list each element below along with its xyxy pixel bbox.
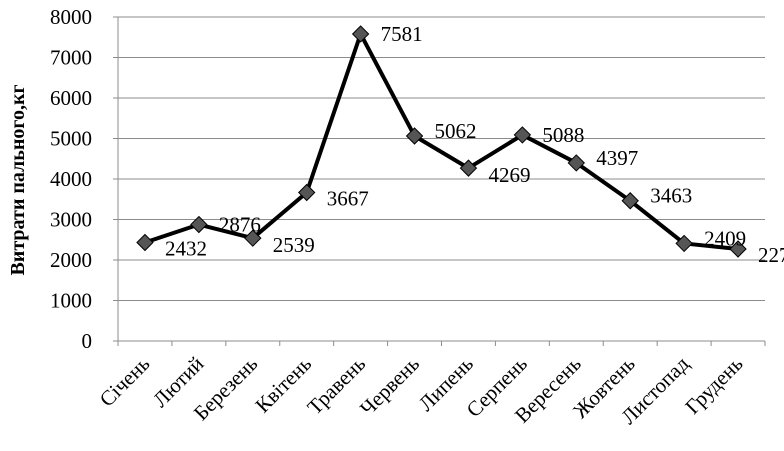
series-line	[144, 31, 739, 251]
data-label: 2272	[758, 243, 784, 267]
data-point-marker	[298, 183, 316, 202]
data-point-marker	[459, 159, 478, 177]
y-tick-label: 8000	[50, 5, 92, 29]
data-label: 7581	[381, 22, 423, 46]
data-label: 4397	[596, 146, 638, 170]
data-point-marker	[244, 229, 262, 247]
axes	[113, 16, 766, 346]
y-tick-labels: 0 1000 2000 3000 4000 5000 6000 7000 8000	[50, 5, 92, 353]
y-tick-label: 4000	[50, 167, 92, 191]
data-label: 4269	[488, 163, 530, 187]
data-markers	[136, 25, 747, 258]
x-tick-label: Червень	[355, 352, 424, 421]
series-line	[144, 31, 739, 251]
data-point-marker	[405, 127, 424, 145]
x-tick-labels: СіченьЛютийБерезеньКвітеньТравеньЧервень…	[95, 351, 748, 429]
data-label: 2876	[219, 213, 261, 237]
data-point-marker	[513, 126, 532, 144]
data-label: 2409	[704, 226, 746, 250]
y-tick-label: 6000	[50, 86, 92, 110]
data-point-marker	[675, 234, 693, 253]
data-label: 5088	[542, 123, 584, 147]
data-label: 2432	[165, 237, 207, 261]
gridlines	[118, 16, 765, 301]
data-point-marker	[190, 215, 208, 234]
y-tick-label: 3000	[50, 208, 92, 232]
data-labels: 2432 2876 2539 3667 7581 5062 4269 5088 4397 3463…	[165, 22, 784, 267]
data-point-marker	[136, 233, 154, 252]
x-tick-label: Грудень	[680, 352, 747, 419]
data-point-marker	[729, 240, 747, 258]
y-tick-label: 1000	[50, 289, 92, 313]
data-point-marker	[351, 25, 370, 43]
y-tick-label: 7000	[50, 46, 92, 70]
data-label: 3463	[650, 184, 692, 208]
data-point-marker	[621, 192, 639, 210]
y-tick-label: 2000	[50, 248, 92, 272]
data-label: 5062	[435, 119, 477, 143]
x-tick-label: Січень	[95, 352, 155, 412]
y-tick-label: 0	[82, 329, 93, 353]
data-point-marker	[567, 154, 585, 172]
y-axis-title: Витрати пального,кг	[7, 84, 29, 275]
data-label: 3667	[327, 186, 369, 210]
y-tick-label: 5000	[50, 127, 92, 151]
data-label: 2539	[273, 233, 315, 257]
